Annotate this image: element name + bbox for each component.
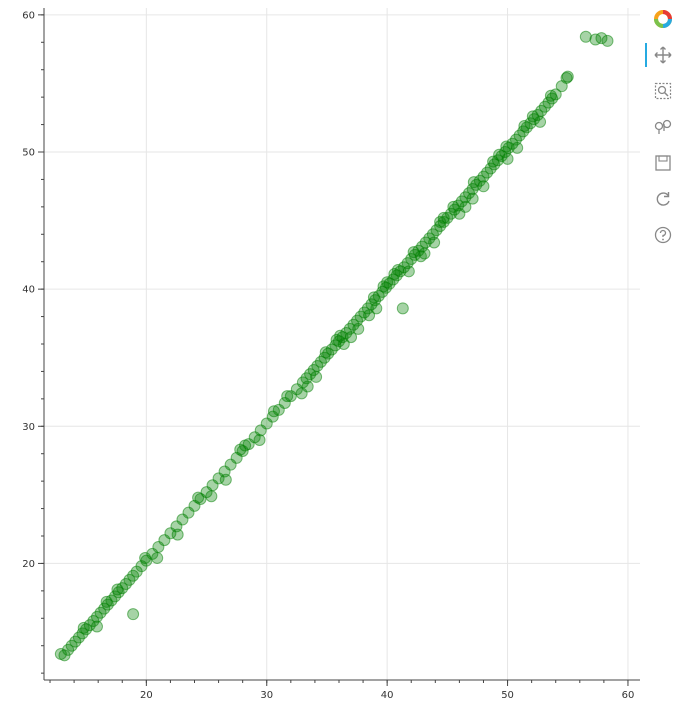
data-point: [192, 491, 205, 504]
data-point: [595, 32, 608, 45]
axes: 20 30 40 50 60 20 30 40 50 60: [22, 8, 640, 701]
data-point: [367, 291, 380, 304]
data-points: [54, 30, 614, 662]
data-point: [330, 333, 343, 346]
data-point: [239, 439, 252, 452]
x-tick-label: 50: [501, 690, 514, 701]
data-point: [319, 346, 332, 359]
data-point: [477, 180, 490, 193]
data-point: [90, 620, 103, 633]
data-point: [487, 155, 500, 168]
data-point: [407, 246, 420, 259]
data-point: [437, 211, 450, 224]
data-point: [601, 34, 614, 47]
reset-tool[interactable]: [648, 184, 678, 214]
help-icon: [654, 226, 672, 244]
data-point: [544, 89, 557, 102]
box-zoom-tool[interactable]: [648, 76, 678, 106]
pan-tool[interactable]: [645, 40, 678, 70]
data-point: [518, 119, 531, 132]
data-point: [418, 247, 431, 260]
data-point: [310, 370, 323, 383]
x-tick-label: 40: [381, 690, 394, 701]
wheel-zoom-icon: [654, 119, 672, 134]
data-point: [396, 302, 409, 315]
data-point: [501, 152, 514, 165]
data-point: [100, 595, 113, 608]
data-point: [402, 265, 415, 278]
help-tool[interactable]: [648, 220, 678, 250]
y-tick-label: 60: [22, 10, 35, 21]
x-tick-label: 20: [140, 690, 153, 701]
data-point: [205, 490, 218, 503]
toolbar: [645, 4, 682, 256]
data-point: [466, 192, 479, 205]
data-point: [171, 528, 184, 541]
data-point: [219, 473, 232, 486]
data-point: [549, 88, 562, 101]
data-point: [370, 302, 383, 315]
save-icon: [655, 155, 671, 171]
data-point: [560, 71, 573, 84]
data-point: [511, 141, 524, 154]
data-point: [526, 110, 539, 123]
reset-icon: [656, 192, 670, 206]
box-zoom-icon: [654, 82, 672, 100]
data-point: [234, 443, 247, 456]
data-point: [345, 331, 358, 344]
x-tick-label: 30: [260, 690, 273, 701]
data-point: [363, 309, 376, 322]
data-point: [381, 276, 394, 289]
data-point: [281, 390, 294, 403]
wheel-zoom-tool[interactable]: [648, 112, 678, 142]
data-point: [77, 621, 90, 634]
data-point: [253, 434, 266, 446]
data-point: [151, 551, 164, 564]
x-tick-label: 60: [622, 690, 635, 701]
scatter-plot: 20 30 40 50 60 20 30 40 50 60: [22, 8, 640, 701]
data-point: [391, 263, 404, 276]
data-point: [267, 405, 280, 418]
data-point: [453, 207, 466, 220]
data-point: [352, 322, 365, 335]
data-point: [337, 338, 350, 350]
y-tick-label: 20: [22, 559, 35, 570]
data-point: [127, 608, 140, 621]
data-point: [111, 583, 124, 596]
bokeh-logo-icon[interactable]: [648, 4, 678, 34]
y-tick-label: 30: [22, 422, 35, 433]
data-point: [428, 236, 441, 249]
data-point: [139, 551, 152, 564]
pan-icon: [654, 46, 672, 64]
data-point: [579, 30, 592, 43]
y-tick-label: 50: [22, 148, 35, 159]
save-tool[interactable]: [648, 148, 678, 178]
y-tick-label: 40: [22, 285, 35, 296]
data-point: [295, 387, 308, 400]
data-point: [54, 647, 67, 660]
data-point: [500, 140, 513, 153]
